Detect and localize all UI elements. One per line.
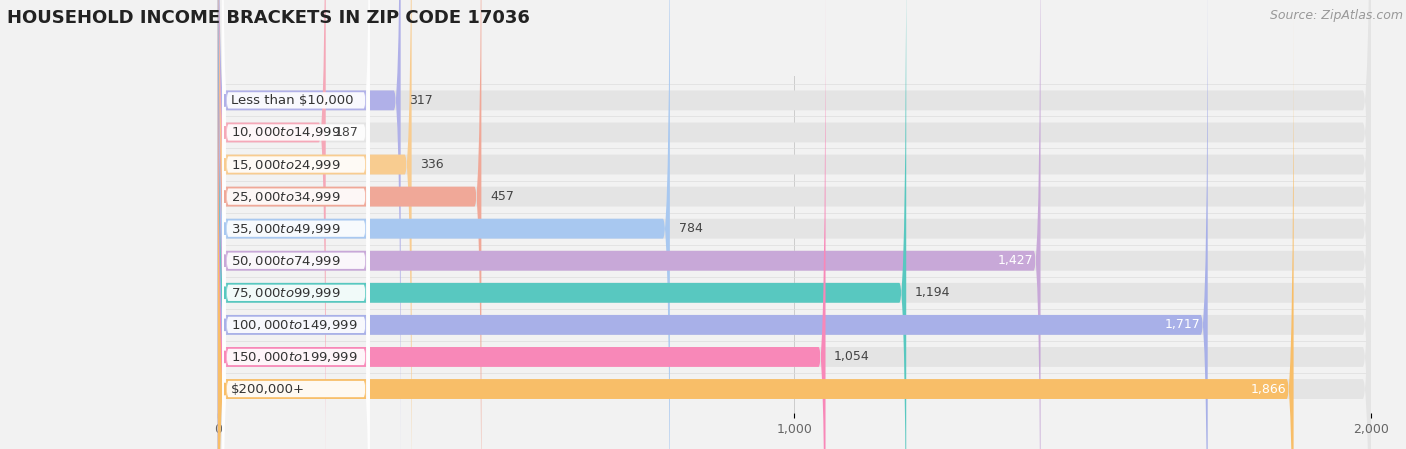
FancyBboxPatch shape xyxy=(218,0,1371,449)
FancyBboxPatch shape xyxy=(218,0,1371,449)
FancyBboxPatch shape xyxy=(222,0,370,445)
Text: Source: ZipAtlas.com: Source: ZipAtlas.com xyxy=(1270,9,1403,22)
FancyBboxPatch shape xyxy=(218,0,907,449)
Text: 317: 317 xyxy=(409,94,433,107)
Text: $35,000 to $49,999: $35,000 to $49,999 xyxy=(231,222,340,236)
FancyBboxPatch shape xyxy=(222,76,370,449)
Text: $150,000 to $199,999: $150,000 to $199,999 xyxy=(231,350,357,364)
Text: Less than $10,000: Less than $10,000 xyxy=(231,94,353,107)
FancyBboxPatch shape xyxy=(218,0,1371,449)
FancyBboxPatch shape xyxy=(222,0,370,449)
Text: 336: 336 xyxy=(420,158,444,171)
FancyBboxPatch shape xyxy=(222,0,370,449)
FancyBboxPatch shape xyxy=(218,0,669,449)
FancyBboxPatch shape xyxy=(222,44,370,449)
FancyBboxPatch shape xyxy=(218,0,401,449)
FancyBboxPatch shape xyxy=(222,0,370,449)
Text: $100,000 to $149,999: $100,000 to $149,999 xyxy=(231,318,357,332)
FancyBboxPatch shape xyxy=(218,0,1371,449)
FancyBboxPatch shape xyxy=(218,0,1371,449)
Text: $200,000+: $200,000+ xyxy=(231,383,305,396)
Text: 187: 187 xyxy=(335,126,359,139)
Text: $25,000 to $34,999: $25,000 to $34,999 xyxy=(231,189,340,203)
FancyBboxPatch shape xyxy=(218,0,1208,449)
FancyBboxPatch shape xyxy=(218,0,1040,449)
FancyBboxPatch shape xyxy=(222,0,370,449)
FancyBboxPatch shape xyxy=(218,0,1371,449)
Text: 1,194: 1,194 xyxy=(915,286,950,299)
FancyBboxPatch shape xyxy=(218,0,1371,449)
Text: $15,000 to $24,999: $15,000 to $24,999 xyxy=(231,158,340,172)
FancyBboxPatch shape xyxy=(218,0,1371,449)
Text: 457: 457 xyxy=(491,190,515,203)
FancyBboxPatch shape xyxy=(218,0,1371,449)
FancyBboxPatch shape xyxy=(218,0,825,449)
Text: 784: 784 xyxy=(679,222,703,235)
Text: HOUSEHOLD INCOME BRACKETS IN ZIP CODE 17036: HOUSEHOLD INCOME BRACKETS IN ZIP CODE 17… xyxy=(7,9,530,27)
Text: 1,717: 1,717 xyxy=(1166,318,1201,331)
FancyBboxPatch shape xyxy=(218,0,326,449)
Text: 1,427: 1,427 xyxy=(998,254,1033,267)
Text: $10,000 to $14,999: $10,000 to $14,999 xyxy=(231,125,340,140)
FancyBboxPatch shape xyxy=(218,0,1371,449)
FancyBboxPatch shape xyxy=(218,14,1294,449)
FancyBboxPatch shape xyxy=(222,0,370,449)
Text: 1,054: 1,054 xyxy=(834,351,870,363)
FancyBboxPatch shape xyxy=(222,12,370,449)
FancyBboxPatch shape xyxy=(222,0,370,413)
Text: 1,866: 1,866 xyxy=(1251,383,1286,396)
FancyBboxPatch shape xyxy=(218,0,412,449)
Text: $50,000 to $74,999: $50,000 to $74,999 xyxy=(231,254,340,268)
Text: $75,000 to $99,999: $75,000 to $99,999 xyxy=(231,286,340,300)
FancyBboxPatch shape xyxy=(218,0,481,449)
